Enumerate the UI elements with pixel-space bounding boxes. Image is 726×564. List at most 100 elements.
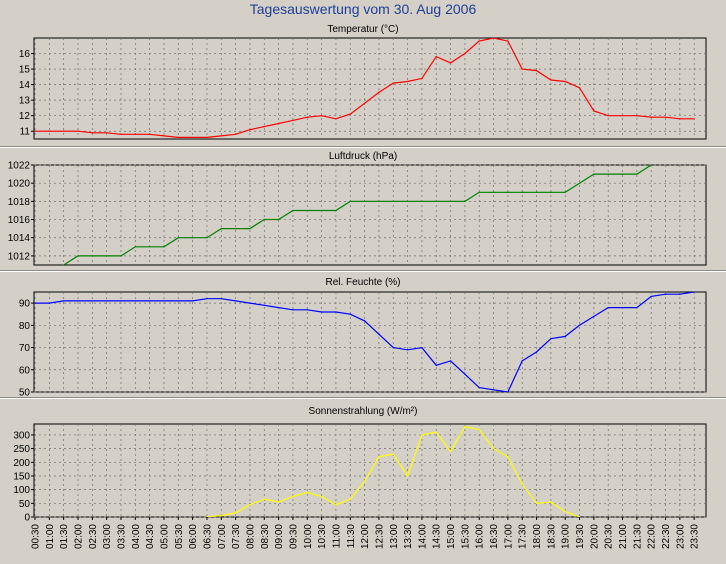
data-point [163,300,165,302]
data-point [292,495,294,498]
data-point [435,431,437,433]
data-point [63,264,65,265]
data-point [378,91,380,93]
data-point [421,77,423,79]
data-point [621,115,624,117]
data-point [335,311,337,313]
data-point [664,116,667,118]
x-tick-label: 07:00 [217,524,228,549]
data-point [249,504,251,506]
data-point [464,426,466,428]
x-tick-label: 04:30 [145,524,156,549]
data-point [621,173,624,175]
y-tick-label: 150 [13,471,30,482]
x-tick-label: 02:00 [73,524,84,549]
x-tick-label: 18:30 [546,524,557,549]
data-point [535,351,538,353]
x-tick-label: 03:00 [102,524,113,549]
data-point [665,155,666,156]
x-tick-label: 22:30 [661,524,672,549]
data-point [106,132,108,134]
data-point [593,110,595,112]
data-point [220,515,222,517]
x-tick-label: 21:00 [618,524,629,549]
x-tick-label: 15:30 [460,524,471,549]
data-point [349,113,351,115]
data-point [49,273,50,274]
y-tick-label: 60 [19,365,31,376]
data-point [435,56,437,58]
data-point [464,200,466,202]
data-point [507,191,509,193]
data-point [63,300,65,302]
y-tick-label: 1016 [8,215,31,226]
y-tick-label: 1022 [8,161,31,172]
data-point [335,118,337,120]
data-point [177,237,179,239]
data-point [48,130,50,132]
y-tick-label: 1018 [8,197,31,208]
data-point [91,300,93,302]
data-point [263,218,265,221]
data-point [521,360,523,362]
data-point [163,246,165,248]
x-tick-label: 13:30 [403,524,414,549]
data-point [679,118,681,120]
data-point [134,133,136,135]
data-point [621,306,624,309]
data-point [578,87,581,89]
data-point [349,498,351,500]
plot-area [33,37,707,140]
data-point [406,349,409,351]
x-tick-label: 22:00 [647,524,658,549]
y-tick-label: 50 [19,388,31,399]
data-point [636,173,638,175]
data-point [235,300,237,302]
data-point [306,116,308,118]
data-point [321,311,323,313]
data-point [507,391,509,392]
y-tick-label: 0 [24,513,30,524]
data-point [392,346,394,349]
data-point [449,360,452,362]
x-tick-label: 02:30 [88,524,99,549]
y-tick-label: 1012 [8,251,31,262]
data-point [235,512,237,514]
data-point [249,129,251,131]
data-point [449,200,452,202]
data-point [521,191,523,193]
data-point [192,237,194,239]
data-point [278,306,280,309]
y-tick-label: 100 [13,485,30,496]
x-tick-label: 20:30 [604,524,615,549]
x-tick-label: 16:30 [489,524,500,549]
data-point [636,115,638,117]
data-point [206,237,208,239]
data-point [664,293,667,295]
y-tick-label: 70 [19,343,31,354]
data-point [378,200,380,202]
data-point [34,273,35,274]
temperature-chart: 11 12 13 14 15 16 [19,37,707,140]
data-point [392,82,394,84]
x-tick-label: 09:30 [288,524,299,549]
x-tick-label: 11:00 [331,524,342,549]
data-point [163,135,165,137]
data-point [235,133,237,135]
data-point [220,298,222,300]
data-point [378,333,380,335]
data-point [220,228,222,230]
data-point [478,386,480,389]
data-point [34,130,36,132]
data-point [406,475,409,477]
x-tick-label: 18:00 [532,524,543,549]
data-point [535,70,538,72]
data-point [492,448,495,450]
x-tick-label: 06:30 [202,524,213,549]
data-point [650,295,652,298]
data-point [363,102,366,104]
data-point [492,38,495,39]
data-point [693,118,695,120]
y-tick-label: 12 [19,111,31,122]
data-point [306,491,308,493]
